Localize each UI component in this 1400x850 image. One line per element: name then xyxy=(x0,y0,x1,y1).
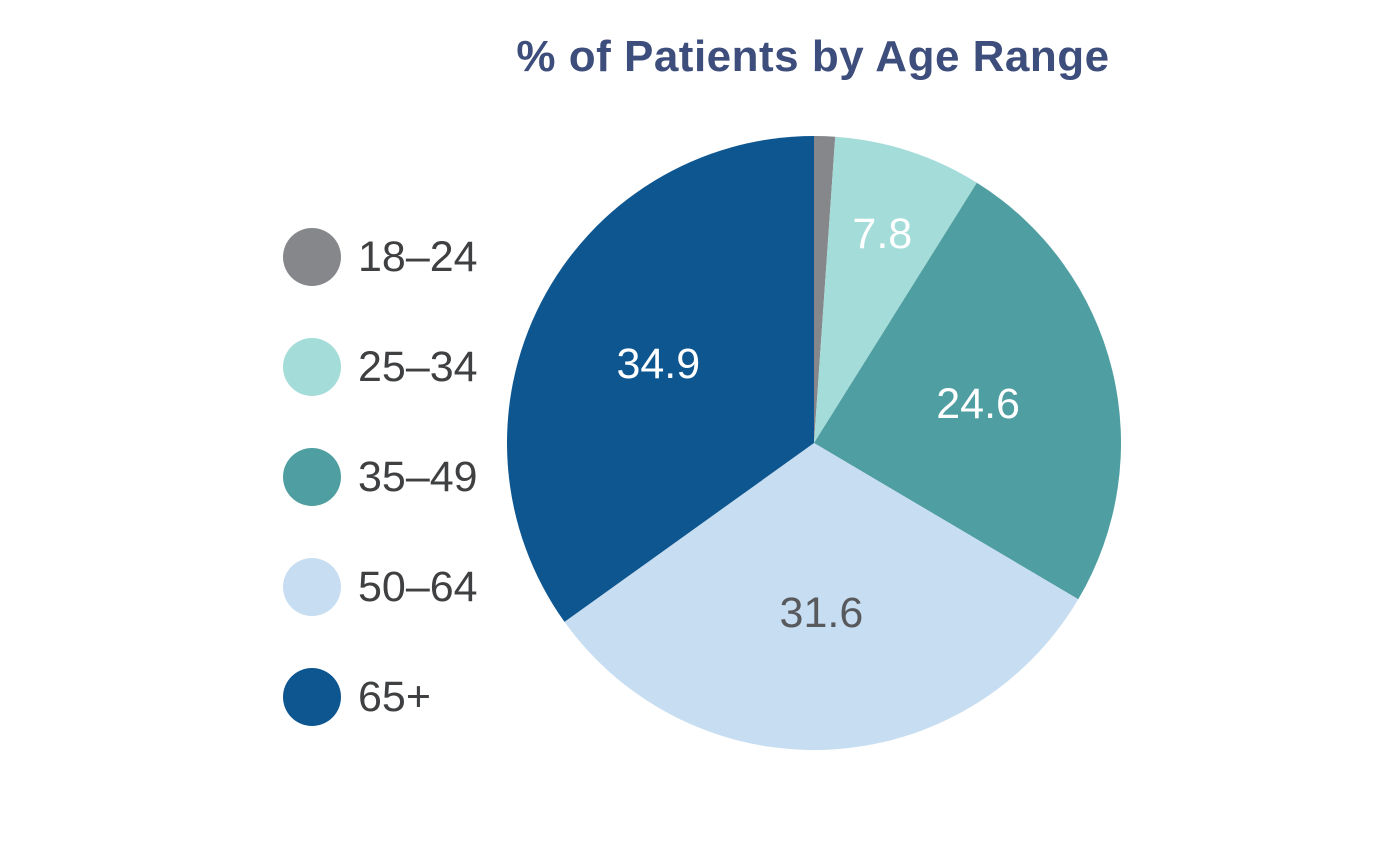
legend-label: 35–49 xyxy=(358,452,478,501)
legend: 18–24 25–34 35–49 50–64 65+ xyxy=(283,228,478,778)
legend-item-35-49: 35–49 xyxy=(283,448,478,506)
legend-item-25-34: 25–34 xyxy=(283,338,478,396)
legend-label: 50–64 xyxy=(358,562,478,611)
legend-item-18-24: 18–24 xyxy=(283,228,478,286)
legend-swatch-icon xyxy=(283,448,341,506)
slice-value-label: 7.8 xyxy=(852,210,912,258)
pie-slice-65- xyxy=(507,136,814,622)
pie-chart-area: 7.8 24.6 31.6 34.9 xyxy=(507,136,1121,750)
legend-label: 65+ xyxy=(358,672,431,721)
pie-chart: 7.8 24.6 31.6 34.9 xyxy=(507,136,1121,750)
pie-slice-25-34 xyxy=(814,136,977,444)
slice-value-label: 24.6 xyxy=(936,380,1020,428)
legend-swatch-icon xyxy=(283,668,341,726)
legend-item-50-64: 50–64 xyxy=(283,558,478,616)
legend-item-65-plus: 65+ xyxy=(283,668,478,726)
legend-swatch-icon xyxy=(283,558,341,616)
legend-swatch-icon xyxy=(283,228,341,286)
chart-title: % of Patients by Age Range xyxy=(516,32,1110,81)
pie-slice-18-24 xyxy=(814,136,836,443)
slice-value-label: 34.9 xyxy=(616,340,700,388)
pie-slice-35-49 xyxy=(814,182,1121,600)
pie-slice-50-64 xyxy=(564,443,1079,750)
legend-label: 25–34 xyxy=(358,342,478,391)
legend-swatch-icon xyxy=(283,338,341,396)
slice-value-label: 31.6 xyxy=(780,589,864,637)
legend-label: 18–24 xyxy=(358,232,478,281)
